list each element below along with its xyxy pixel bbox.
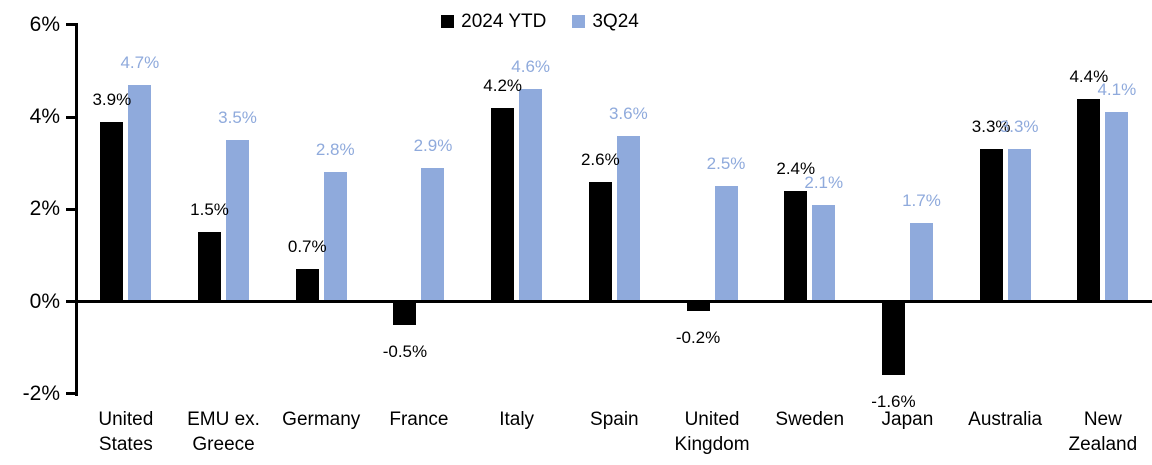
bar-3q24 xyxy=(1105,112,1129,302)
bar-value-label: -0.2% xyxy=(675,327,721,347)
bar-3q24 xyxy=(909,223,933,302)
bar-2024-ytd xyxy=(198,232,222,302)
legend-item-2024-ytd: 2024 YTD xyxy=(441,12,546,31)
bar-3q24 xyxy=(128,84,152,302)
bar-value-label: 2.1% xyxy=(804,172,844,192)
bar-3q24 xyxy=(714,186,738,302)
x-category-label: Germany xyxy=(282,409,361,430)
bar-3q24 xyxy=(323,172,347,302)
bar-value-label: -1.6% xyxy=(871,392,916,412)
bar-value-label: 3.9% xyxy=(92,89,132,109)
bar-2024-ytd xyxy=(784,190,808,302)
bar-2024-ytd xyxy=(588,181,612,302)
bar-2024-ytd xyxy=(1077,98,1101,302)
bar-value-label: 4.1% xyxy=(1097,80,1137,100)
y-tick-mark xyxy=(66,207,78,211)
bar-value-label: 4.4% xyxy=(1069,66,1109,86)
bar-2024-ytd xyxy=(881,301,905,376)
legend-item-3q24: 3Q24 xyxy=(572,11,639,32)
chart-legend: 2024 YTD 3Q24 xyxy=(0,12,1116,31)
bar-value-label: 3.6% xyxy=(608,103,648,123)
legend-swatch-3q24 xyxy=(572,15,586,28)
x-category-label: Spain xyxy=(590,409,639,430)
bar-value-label: 4.7% xyxy=(120,52,160,72)
y-tick-mark xyxy=(66,300,78,303)
bar-3q24 xyxy=(812,204,836,302)
bar-value-label: 1.7% xyxy=(902,191,941,211)
x-axis-zero-line xyxy=(75,300,1152,303)
legend-label-3q24: 3Q24 xyxy=(592,11,639,32)
x-category-label: United States xyxy=(98,409,154,455)
y-axis-tick-label: 2% xyxy=(29,197,60,221)
y-tick-mark xyxy=(66,23,78,27)
x-category-label: Italy xyxy=(499,409,535,430)
bar-3q24 xyxy=(519,89,543,302)
bar-value-label: 4.6% xyxy=(511,57,551,77)
bar-value-label: 3.3% xyxy=(971,117,1011,137)
bar-value-label: 2.6% xyxy=(580,149,620,169)
bar-value-label: 3.5% xyxy=(218,108,257,128)
bar-3q24 xyxy=(226,140,250,302)
x-category-label: EMU ex. Greece xyxy=(187,409,260,455)
bar-2024-ytd xyxy=(295,269,319,302)
y-axis-tick-label: 6% xyxy=(29,12,60,36)
bar-2024-ytd xyxy=(979,149,1003,302)
x-category-label: Sweden xyxy=(775,409,845,430)
bar-2024-ytd xyxy=(491,107,515,302)
bar-2024-ytd xyxy=(393,301,417,325)
x-category-label: Japan xyxy=(881,409,934,430)
bar-value-label: 2.8% xyxy=(315,140,355,160)
bar-3q24 xyxy=(421,167,445,302)
bar-value-label: 2.9% xyxy=(413,135,453,155)
bar-value-label: -0.5% xyxy=(382,341,428,361)
y-axis-tick-label: -2% xyxy=(22,381,60,405)
bar-value-label: 1.5% xyxy=(190,200,229,220)
x-category-label: New Zealand xyxy=(1068,409,1138,455)
y-tick-mark xyxy=(66,392,78,396)
bar-2024-ytd xyxy=(686,301,710,311)
bar-value-label: 2.5% xyxy=(706,154,746,174)
y-axis-tick-label: 4% xyxy=(29,105,60,129)
legend-label-2024-ytd: 2024 YTD xyxy=(461,11,547,32)
y-axis-tick-label: 0% xyxy=(29,289,60,313)
bar-3q24 xyxy=(616,135,640,302)
legend-swatch-2024-ytd xyxy=(441,15,455,28)
bar-value-label: 4.2% xyxy=(483,75,523,95)
bar-2024-ytd xyxy=(100,121,124,302)
y-tick-mark xyxy=(66,115,78,119)
x-category-label: United Kingdom xyxy=(674,409,750,455)
bar-value-label: 2.4% xyxy=(776,158,816,178)
bar-value-label: 3.3% xyxy=(999,117,1039,137)
x-category-label: France xyxy=(389,409,449,430)
bar-3q24 xyxy=(1007,149,1031,302)
bar-value-label: 0.7% xyxy=(287,237,327,257)
x-category-label: Australia xyxy=(968,409,1043,430)
